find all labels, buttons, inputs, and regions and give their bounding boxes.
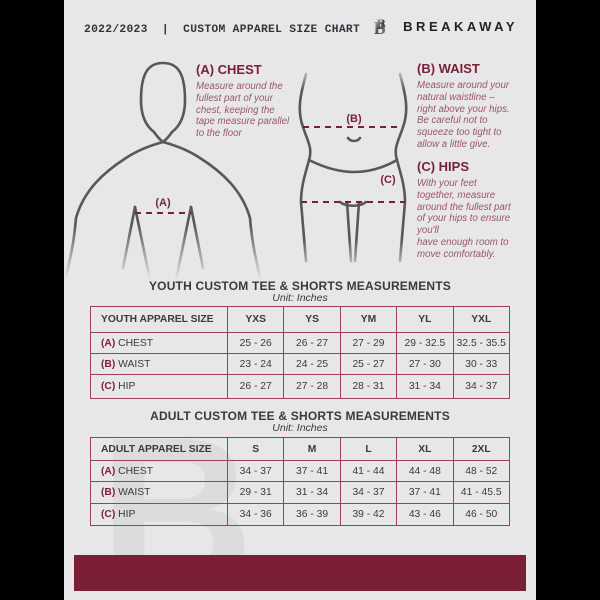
svg-text:(A): (A) [155, 197, 171, 209]
svg-text:(C): (C) [380, 174, 396, 186]
svg-text:(B): (B) [346, 113, 362, 125]
